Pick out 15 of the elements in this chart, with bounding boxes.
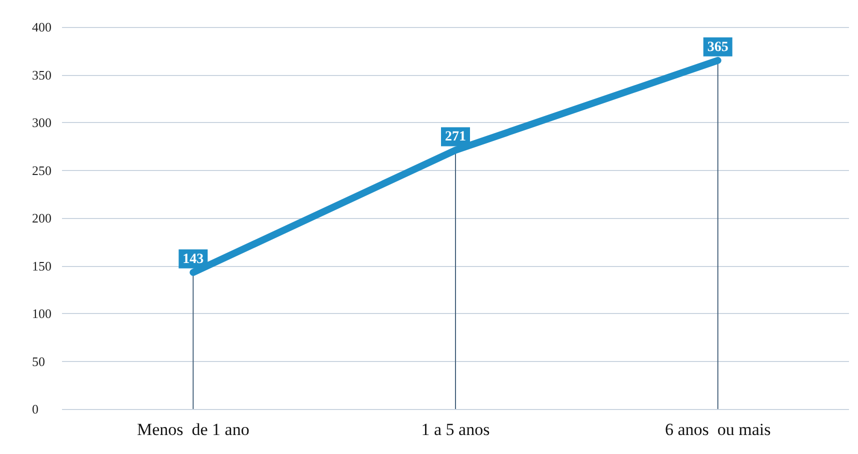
y-tick-label: 200 <box>32 210 52 226</box>
x-tick-label: 1 a 5 anos <box>421 420 490 439</box>
y-tick-label: 0 <box>32 402 38 416</box>
data-label: 365 <box>707 40 728 55</box>
data-label: 271 <box>445 130 466 145</box>
y-tick-label: 50 <box>32 354 45 369</box>
x-tick-label: 6 anos ou mais <box>664 420 771 439</box>
y-tick-label: 350 <box>32 67 52 82</box>
y-tick-label: 100 <box>32 306 52 321</box>
y-tick-label: 400 <box>32 20 52 34</box>
y-tick-label: 150 <box>32 258 52 274</box>
y-tick-label: 250 <box>32 162 52 178</box>
data-label: 143 <box>182 252 204 267</box>
y-tick-label: 300 <box>32 115 52 130</box>
x-tick-label: Menos de 1 ano <box>136 420 250 439</box>
